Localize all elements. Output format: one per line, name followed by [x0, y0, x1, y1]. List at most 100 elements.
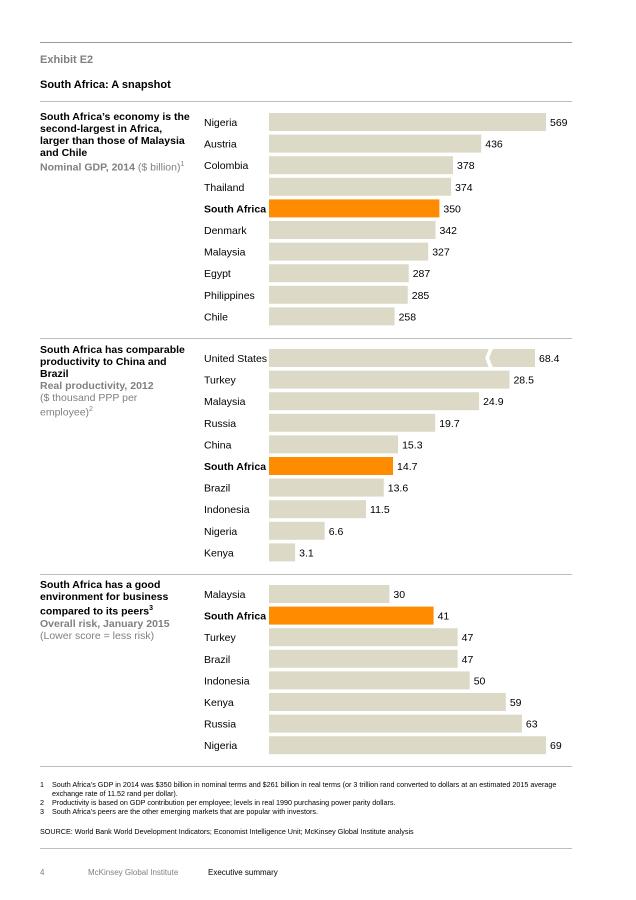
- category-label-thailand: Thailand: [204, 182, 244, 194]
- category-label-philippines: Philippines: [204, 290, 255, 302]
- bar-china: [269, 435, 399, 454]
- bar-south-africa: [269, 457, 394, 475]
- bar-united-states: [269, 349, 535, 367]
- category-label-south-africa: South Africa: [204, 461, 266, 473]
- bar-south-africa: [269, 606, 434, 625]
- panel-1-heading: South Africa’s economy is the second-lar…: [40, 111, 190, 174]
- category-label-malaysia: Malaysia: [204, 589, 246, 601]
- source-note: SOURCE: World Bank World Development Ind…: [40, 827, 414, 836]
- bar-thailand: [269, 177, 452, 196]
- publisher-name: McKinsey Global Institute: [88, 868, 179, 877]
- value-label-united-states: 68.4: [539, 353, 560, 365]
- panel-2-unit: ($ thousand PPP per employee): [40, 392, 138, 419]
- category-label-austria: Austria: [204, 139, 237, 151]
- bar-russia: [269, 413, 436, 432]
- category-label-malaysia: Malaysia: [204, 247, 246, 259]
- bar-brazil: [269, 478, 384, 497]
- category-label-russia: Russia: [204, 418, 236, 430]
- panel-3-metric: Overall risk, January 2015: [40, 617, 170, 630]
- panel-1-metric: Nominal GDP, 2014: [40, 161, 135, 174]
- value-label-russia: 63: [526, 719, 538, 731]
- value-label-south-africa: 14.7: [397, 461, 418, 473]
- category-label-malaysia: Malaysia: [204, 396, 246, 408]
- bar-russia: [269, 714, 522, 733]
- section-name: Executive summary: [208, 868, 278, 877]
- panel-2-title: South Africa has comparable productivity…: [40, 344, 185, 380]
- value-label-turkey: 28.5: [513, 375, 534, 387]
- axis-break-mark: [485, 348, 494, 368]
- panel-1-unit: ($ billion): [137, 161, 181, 174]
- category-label-nigeria: Nigeria: [204, 740, 237, 752]
- category-label-south-africa: South Africa: [204, 611, 266, 623]
- bar-malaysia: [269, 242, 429, 261]
- category-label-kenya: Kenya: [204, 547, 234, 559]
- bar-nigeria: [269, 113, 546, 131]
- bar-chile: [269, 307, 395, 326]
- value-label-egypt: 287: [413, 268, 431, 280]
- value-label-philippines: 285: [412, 290, 430, 302]
- panel-3-rule: [40, 766, 572, 767]
- bar-denmark: [269, 221, 436, 239]
- value-label-brazil: 13.6: [388, 483, 409, 495]
- bar-indonesia: [269, 671, 470, 690]
- footnote-3: 3 South Africa’s peers are the other emer…: [40, 807, 318, 816]
- bar-nigeria: [269, 736, 546, 755]
- value-label-indonesia: 11.5: [370, 504, 390, 516]
- page-number: 4: [40, 868, 45, 877]
- panel-2-heading: South Africa has comparable productivity…: [40, 344, 190, 419]
- value-label-south-africa: 41: [438, 611, 450, 623]
- value-label-turkey: 47: [462, 632, 474, 644]
- title-rule: [40, 101, 572, 102]
- panel-1-rule: [40, 338, 572, 339]
- category-label-turkey: Turkey: [204, 375, 236, 387]
- category-label-brazil: Brazil: [204, 483, 230, 495]
- category-label-colombia: Colombia: [204, 160, 249, 172]
- bar-colombia: [269, 156, 454, 175]
- value-label-russia: 19.7: [439, 418, 460, 430]
- footnote-1: 1 South Africa’s GDP in 2014 was $350 bil…: [40, 780, 557, 798]
- value-label-malaysia: 24.9: [483, 396, 504, 408]
- bar-brazil: [269, 649, 458, 668]
- value-label-malaysia: 327: [432, 247, 450, 259]
- category-label-kenya: Kenya: [204, 697, 234, 709]
- category-label-denmark: Denmark: [204, 225, 247, 237]
- category-label-china: China: [204, 439, 232, 451]
- bar-malaysia: [269, 585, 390, 603]
- value-label-thailand: 374: [455, 182, 473, 194]
- bar-philippines: [269, 285, 408, 304]
- panel-1-footnote-ref: 1: [180, 161, 185, 168]
- value-label-kenya: 59: [510, 697, 522, 709]
- bar-kenya: [269, 693, 506, 711]
- value-label-colombia: 378: [457, 160, 475, 172]
- panel-3-footnote-ref: 3: [149, 605, 154, 612]
- category-label-chile: Chile: [204, 311, 228, 323]
- category-label-indonesia: Indonesia: [204, 675, 250, 687]
- panel-3-subnote: (Lower score = less risk): [40, 629, 155, 642]
- bar-malaysia: [269, 392, 480, 411]
- value-label-denmark: 342: [439, 225, 457, 237]
- bar-kenya: [269, 543, 296, 562]
- value-label-austria: 436: [485, 139, 503, 151]
- category-label-indonesia: Indonesia: [204, 504, 250, 516]
- bar-turkey: [269, 370, 510, 389]
- exhibit-label: Exhibit E2: [40, 54, 94, 66]
- value-label-chile: 258: [399, 311, 417, 323]
- value-label-nigeria: 6.6: [329, 526, 344, 538]
- panel-2-metric: Real productivity, 2012: [40, 380, 154, 392]
- bar-egypt: [269, 264, 409, 283]
- panel-2-rule: [40, 574, 572, 575]
- category-label-russia: Russia: [204, 719, 236, 731]
- value-label-kenya: 3.1: [299, 547, 314, 559]
- value-label-malaysia: 30: [393, 589, 405, 601]
- value-label-nigeria: 69: [550, 740, 562, 752]
- value-label-brazil: 47: [462, 654, 474, 666]
- value-label-china: 15.3: [402, 439, 423, 451]
- category-label-nigeria: Nigeria: [204, 526, 237, 538]
- category-label-turkey: Turkey: [204, 632, 236, 644]
- footnote-2: 2 Productivity is based on GDP contributi…: [40, 798, 396, 807]
- footnotes: 1 South Africa’s GDP in 2014 was $350 bil…: [40, 780, 580, 816]
- category-label-south-africa: South Africa: [204, 203, 266, 215]
